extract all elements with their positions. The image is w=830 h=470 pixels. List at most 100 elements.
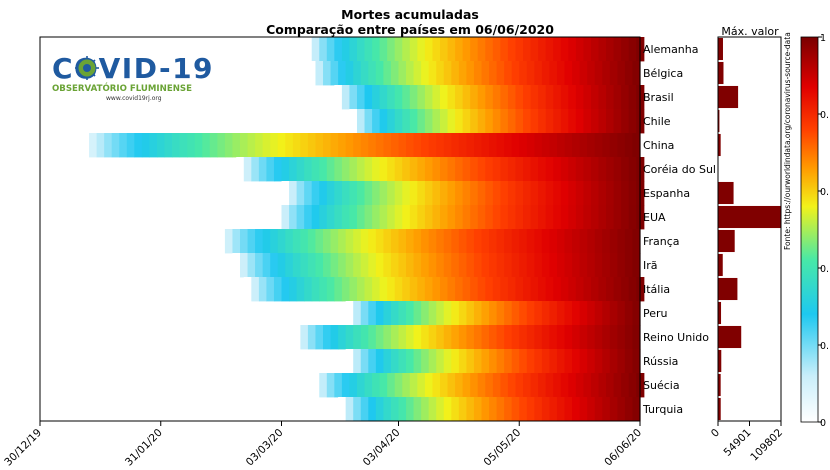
- heatmap-cell: [485, 37, 494, 62]
- heatmap-cell: [409, 85, 418, 110]
- max-value-bar: [718, 85, 739, 109]
- heatmap-cell: [179, 133, 188, 158]
- heatmap-cell: [447, 373, 456, 398]
- heatmap-row: [338, 397, 641, 422]
- heatmap-cell: [462, 277, 471, 302]
- heatmap-cell: [375, 325, 384, 350]
- heatmap-cell: [141, 133, 151, 158]
- heatmap-cell: [609, 397, 618, 422]
- heatmap-cell: [534, 229, 543, 254]
- heatmap-cell: [364, 205, 373, 230]
- heatmap-cell: [326, 181, 335, 206]
- heatmap-cell: [530, 85, 539, 110]
- heatmap-cell: [413, 349, 422, 374]
- heatmap-cell: [489, 229, 498, 254]
- heatmap-cell: [289, 157, 298, 182]
- heatmap-cell: [519, 229, 528, 254]
- heatmap-cell: [553, 157, 562, 182]
- heatmap-cell: [590, 373, 600, 398]
- heatmap-cell: [609, 349, 618, 374]
- heatmap-cell: [477, 157, 486, 182]
- heatmap-cell: [402, 181, 411, 206]
- heatmap-cell: [519, 397, 528, 422]
- heatmap-row: [334, 85, 645, 110]
- heatmap-cell: [424, 109, 434, 134]
- heatmap-cell: [390, 133, 400, 158]
- heatmap-cell: [375, 253, 384, 278]
- heatmap-cell: [319, 157, 328, 182]
- heatmap-cell: [440, 157, 449, 182]
- heatmap-cell: [356, 373, 366, 398]
- heatmap-plot: [81, 37, 645, 422]
- heatmap-cell: [572, 349, 581, 374]
- heatmap-cell: [462, 157, 471, 182]
- heatmap-cell: [594, 397, 603, 422]
- heatmap-cell: [575, 205, 584, 230]
- heatmap-cell: [568, 373, 577, 398]
- heatmap-cell: [409, 205, 418, 230]
- heatmap-cell: [628, 37, 637, 62]
- heatmap-cell: [326, 157, 335, 182]
- heatmap-cell: [617, 301, 626, 326]
- heatmap-cell: [538, 37, 547, 62]
- heatmap-cell: [296, 157, 305, 182]
- heatmap-cell: [111, 133, 120, 158]
- heatmap-cell: [307, 253, 317, 278]
- heatmap-cell: [541, 301, 551, 326]
- heatmap-cell: [402, 373, 411, 398]
- heatmap-cell: [360, 349, 369, 374]
- heatmap-cell: [273, 205, 283, 230]
- heatmap-cell: [489, 397, 498, 422]
- heatmap-cell: [523, 373, 532, 398]
- heatmap-cell: [436, 349, 445, 374]
- observatorio-logo: COVID-19 OBSERVATÓRIO FLUMINENSE www.cov…: [52, 52, 213, 102]
- heatmap-cell: [489, 253, 498, 278]
- heatmap-cell: [383, 133, 392, 158]
- heatmap-cell: [628, 373, 637, 398]
- heatmap-cell: [496, 301, 505, 326]
- heatmap-cell: [560, 373, 569, 398]
- heatmap-cell: [262, 253, 271, 278]
- heatmap-cell: [534, 133, 543, 158]
- country-label: Irã: [643, 259, 658, 272]
- heatmap-cell: [409, 277, 418, 302]
- heatmap-row: [307, 61, 641, 86]
- heatmap-cell: [575, 37, 584, 62]
- max-value-bar: [718, 397, 721, 421]
- heatmap-cell: [473, 253, 483, 278]
- heatmap-cell: [417, 277, 426, 302]
- heatmap-cell: [149, 133, 158, 158]
- heatmap-cell: [319, 181, 328, 206]
- heatmap-cell: [632, 397, 641, 422]
- heatmap-cell: [436, 61, 445, 86]
- heatmap-cell: [345, 133, 354, 158]
- max-value-bar: [718, 229, 735, 253]
- heatmap-cell: [292, 229, 301, 254]
- heatmap-cell: [394, 205, 403, 230]
- heatmap-cell: [477, 85, 486, 110]
- x-tick-label: 03/03/20: [244, 427, 286, 469]
- heatmap-cell: [530, 181, 539, 206]
- heatmap-cell: [534, 301, 543, 326]
- heatmap-cell: [304, 277, 313, 302]
- heatmap-cell: [481, 397, 490, 422]
- heatmap-cell: [609, 133, 618, 158]
- heatmap-cell: [568, 109, 577, 134]
- heatmap-cell: [126, 133, 135, 158]
- heatmap-cell: [545, 373, 554, 398]
- heatmap-cell: [511, 61, 520, 86]
- country-label: China: [643, 139, 674, 152]
- heatmap-cell: [575, 181, 584, 206]
- heatmap-cell: [390, 301, 400, 326]
- heatmap-cell: [243, 277, 252, 302]
- heatmap-cell: [341, 373, 351, 398]
- heatmap-cell: [624, 397, 634, 422]
- heatmap-cell: [338, 253, 347, 278]
- heatmap-cell: [164, 133, 173, 158]
- heatmap-cell: [368, 61, 377, 86]
- heatmap-cell: [572, 253, 581, 278]
- heatmap-cell: [360, 61, 369, 86]
- heatmap-cell: [258, 277, 268, 302]
- heatmap-cell: [609, 325, 618, 350]
- colorbar: [800, 36, 819, 423]
